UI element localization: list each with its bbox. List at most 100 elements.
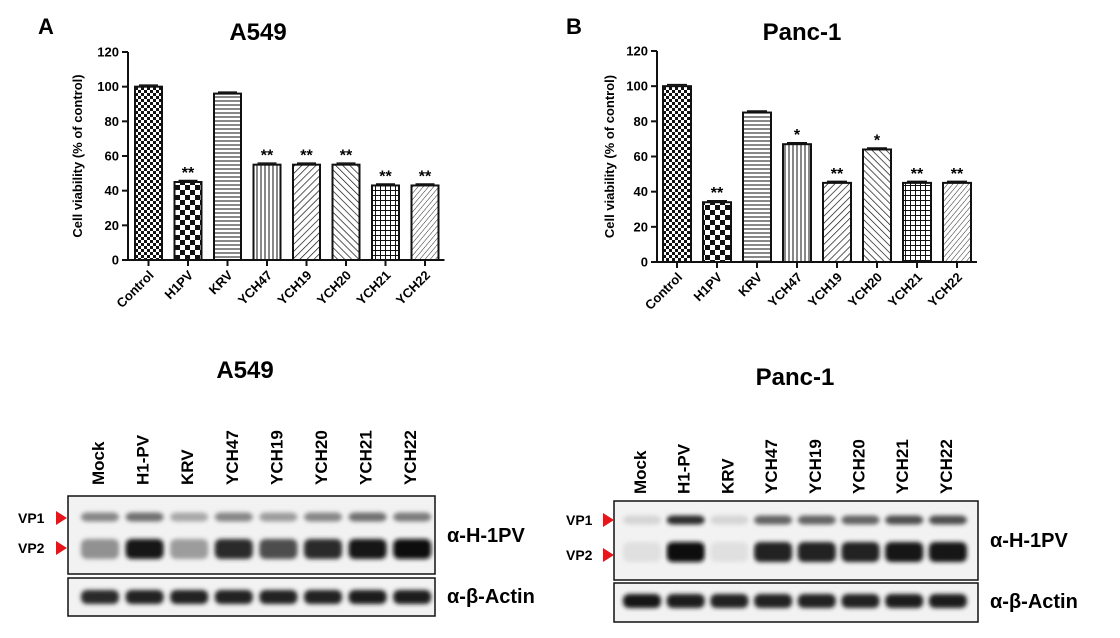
y-tick-label: 20	[634, 219, 648, 234]
antibody-label-h1pv: α-H-1PV	[447, 525, 526, 547]
bar	[252, 163, 282, 262]
significance-label: **	[831, 166, 844, 183]
y-tick-label: 60	[105, 149, 119, 164]
band-actin	[885, 594, 924, 608]
x-tick-label: YCH22	[393, 268, 433, 308]
lane-label: KRV	[718, 458, 737, 494]
chart-title: Panc-1	[763, 19, 842, 46]
bar	[942, 181, 972, 263]
band-vp1	[214, 512, 253, 522]
band-vp1	[666, 515, 705, 525]
y-tick-label: 120	[97, 45, 119, 60]
band-actin	[623, 594, 661, 608]
lane-label: YCH22	[937, 439, 956, 494]
band-vp1	[348, 512, 387, 522]
lane-label: YCH20	[312, 430, 331, 485]
y-tick-label: 120	[626, 44, 648, 59]
x-tick-label: H1PV	[690, 269, 725, 304]
band-actin	[754, 594, 793, 608]
lane-label: H1-PV	[134, 434, 153, 485]
band-actin	[259, 590, 298, 604]
band-vp2	[259, 539, 298, 559]
x-tick-label: Control	[113, 268, 156, 311]
bar	[213, 92, 242, 261]
bar	[822, 181, 852, 263]
antibody-label-actin: α-β-Actin	[447, 586, 535, 608]
band-vp1	[170, 512, 209, 522]
antibody-label-actin: α-β-Actin	[990, 591, 1078, 613]
band-vp1	[259, 512, 298, 522]
band-vp1	[125, 512, 164, 522]
bar	[410, 184, 440, 261]
blot-title: A549	[216, 357, 273, 384]
x-tick-label: YCH20	[845, 270, 885, 310]
band-group	[623, 515, 967, 608]
band-vp1	[754, 515, 793, 525]
bar	[371, 184, 400, 261]
band-vp1	[710, 515, 749, 525]
bar	[902, 181, 932, 263]
western-blot-a549: A549 Mock H1-PV KRV YCH47 YCH19 YCH20 YCH21 YCH2…	[18, 357, 535, 617]
significance-label: **	[261, 148, 274, 165]
band-vp2	[754, 542, 793, 562]
bar	[702, 201, 732, 263]
band-vp2	[81, 539, 119, 559]
x-tick-label: YCH47	[765, 270, 805, 310]
lane-label: YCH22	[401, 430, 420, 485]
bar	[782, 143, 812, 263]
y-tick-label: 100	[626, 79, 648, 94]
chart-a549: A549 Cell viability (% of control) 0 20 40 60…	[70, 19, 445, 311]
lane-label: YCH19	[267, 430, 286, 485]
band-vp1	[81, 512, 119, 522]
arrow-vp2-icon	[56, 541, 67, 555]
lane-label: YCH20	[850, 439, 869, 494]
band-vp1	[623, 515, 661, 525]
x-tick-label: Control	[642, 270, 685, 313]
y-tick-label: 40	[105, 183, 119, 198]
marker-label-vp1: VP1	[18, 510, 45, 526]
significance-label: **	[340, 148, 353, 165]
lane-label: YCH21	[357, 430, 376, 485]
y-tick-label: 100	[97, 79, 119, 94]
band-actin	[666, 594, 705, 608]
significance-label: **	[379, 168, 392, 185]
bar	[292, 163, 321, 262]
bar	[134, 85, 163, 261]
x-tick-label: H1PV	[161, 267, 196, 302]
significance-label: *	[794, 127, 801, 144]
x-tick-label: YCH21	[885, 270, 925, 310]
band-vp2	[393, 539, 432, 559]
chart-title: A549	[229, 19, 286, 46]
y-tick-label: 20	[105, 218, 119, 233]
western-blot-panc1: Panc-1 Mock H1-PV KRV YCH47 YCH19 YCH20 YCH21 YC…	[566, 364, 1078, 623]
arrow-vp2-icon	[603, 548, 614, 562]
y-tick-label: 0	[641, 255, 648, 270]
band-vp2	[841, 542, 880, 562]
band-vp1	[841, 515, 880, 525]
blot-title: Panc-1	[756, 364, 835, 391]
x-tick-label: YCH22	[925, 270, 965, 310]
y-tick-label: 60	[634, 149, 648, 164]
arrow-vp1-icon	[56, 511, 67, 525]
bar	[173, 181, 203, 261]
band-vp2	[170, 539, 209, 559]
significance-label: **	[951, 166, 964, 183]
x-tick-label: YCH19	[805, 270, 845, 310]
bar	[331, 163, 361, 262]
y-tick-label: 40	[634, 184, 648, 199]
band-vp2	[710, 542, 749, 562]
y-tick-label: 80	[105, 114, 119, 129]
band-actin	[928, 594, 967, 608]
band-actin	[214, 590, 253, 604]
significance-label: **	[419, 168, 432, 185]
significance-label: **	[911, 166, 924, 183]
lane-label: Mock	[89, 441, 108, 485]
x-tick-label: KRV	[735, 269, 765, 299]
lane-label: YCH21	[893, 439, 912, 494]
panel-letter-a: A	[38, 14, 54, 39]
band-vp1	[393, 512, 432, 522]
blot-membrane-top	[613, 500, 979, 581]
y-axis-label: Cell viability (% of control)	[602, 75, 617, 238]
lane-label: Mock	[631, 450, 650, 494]
